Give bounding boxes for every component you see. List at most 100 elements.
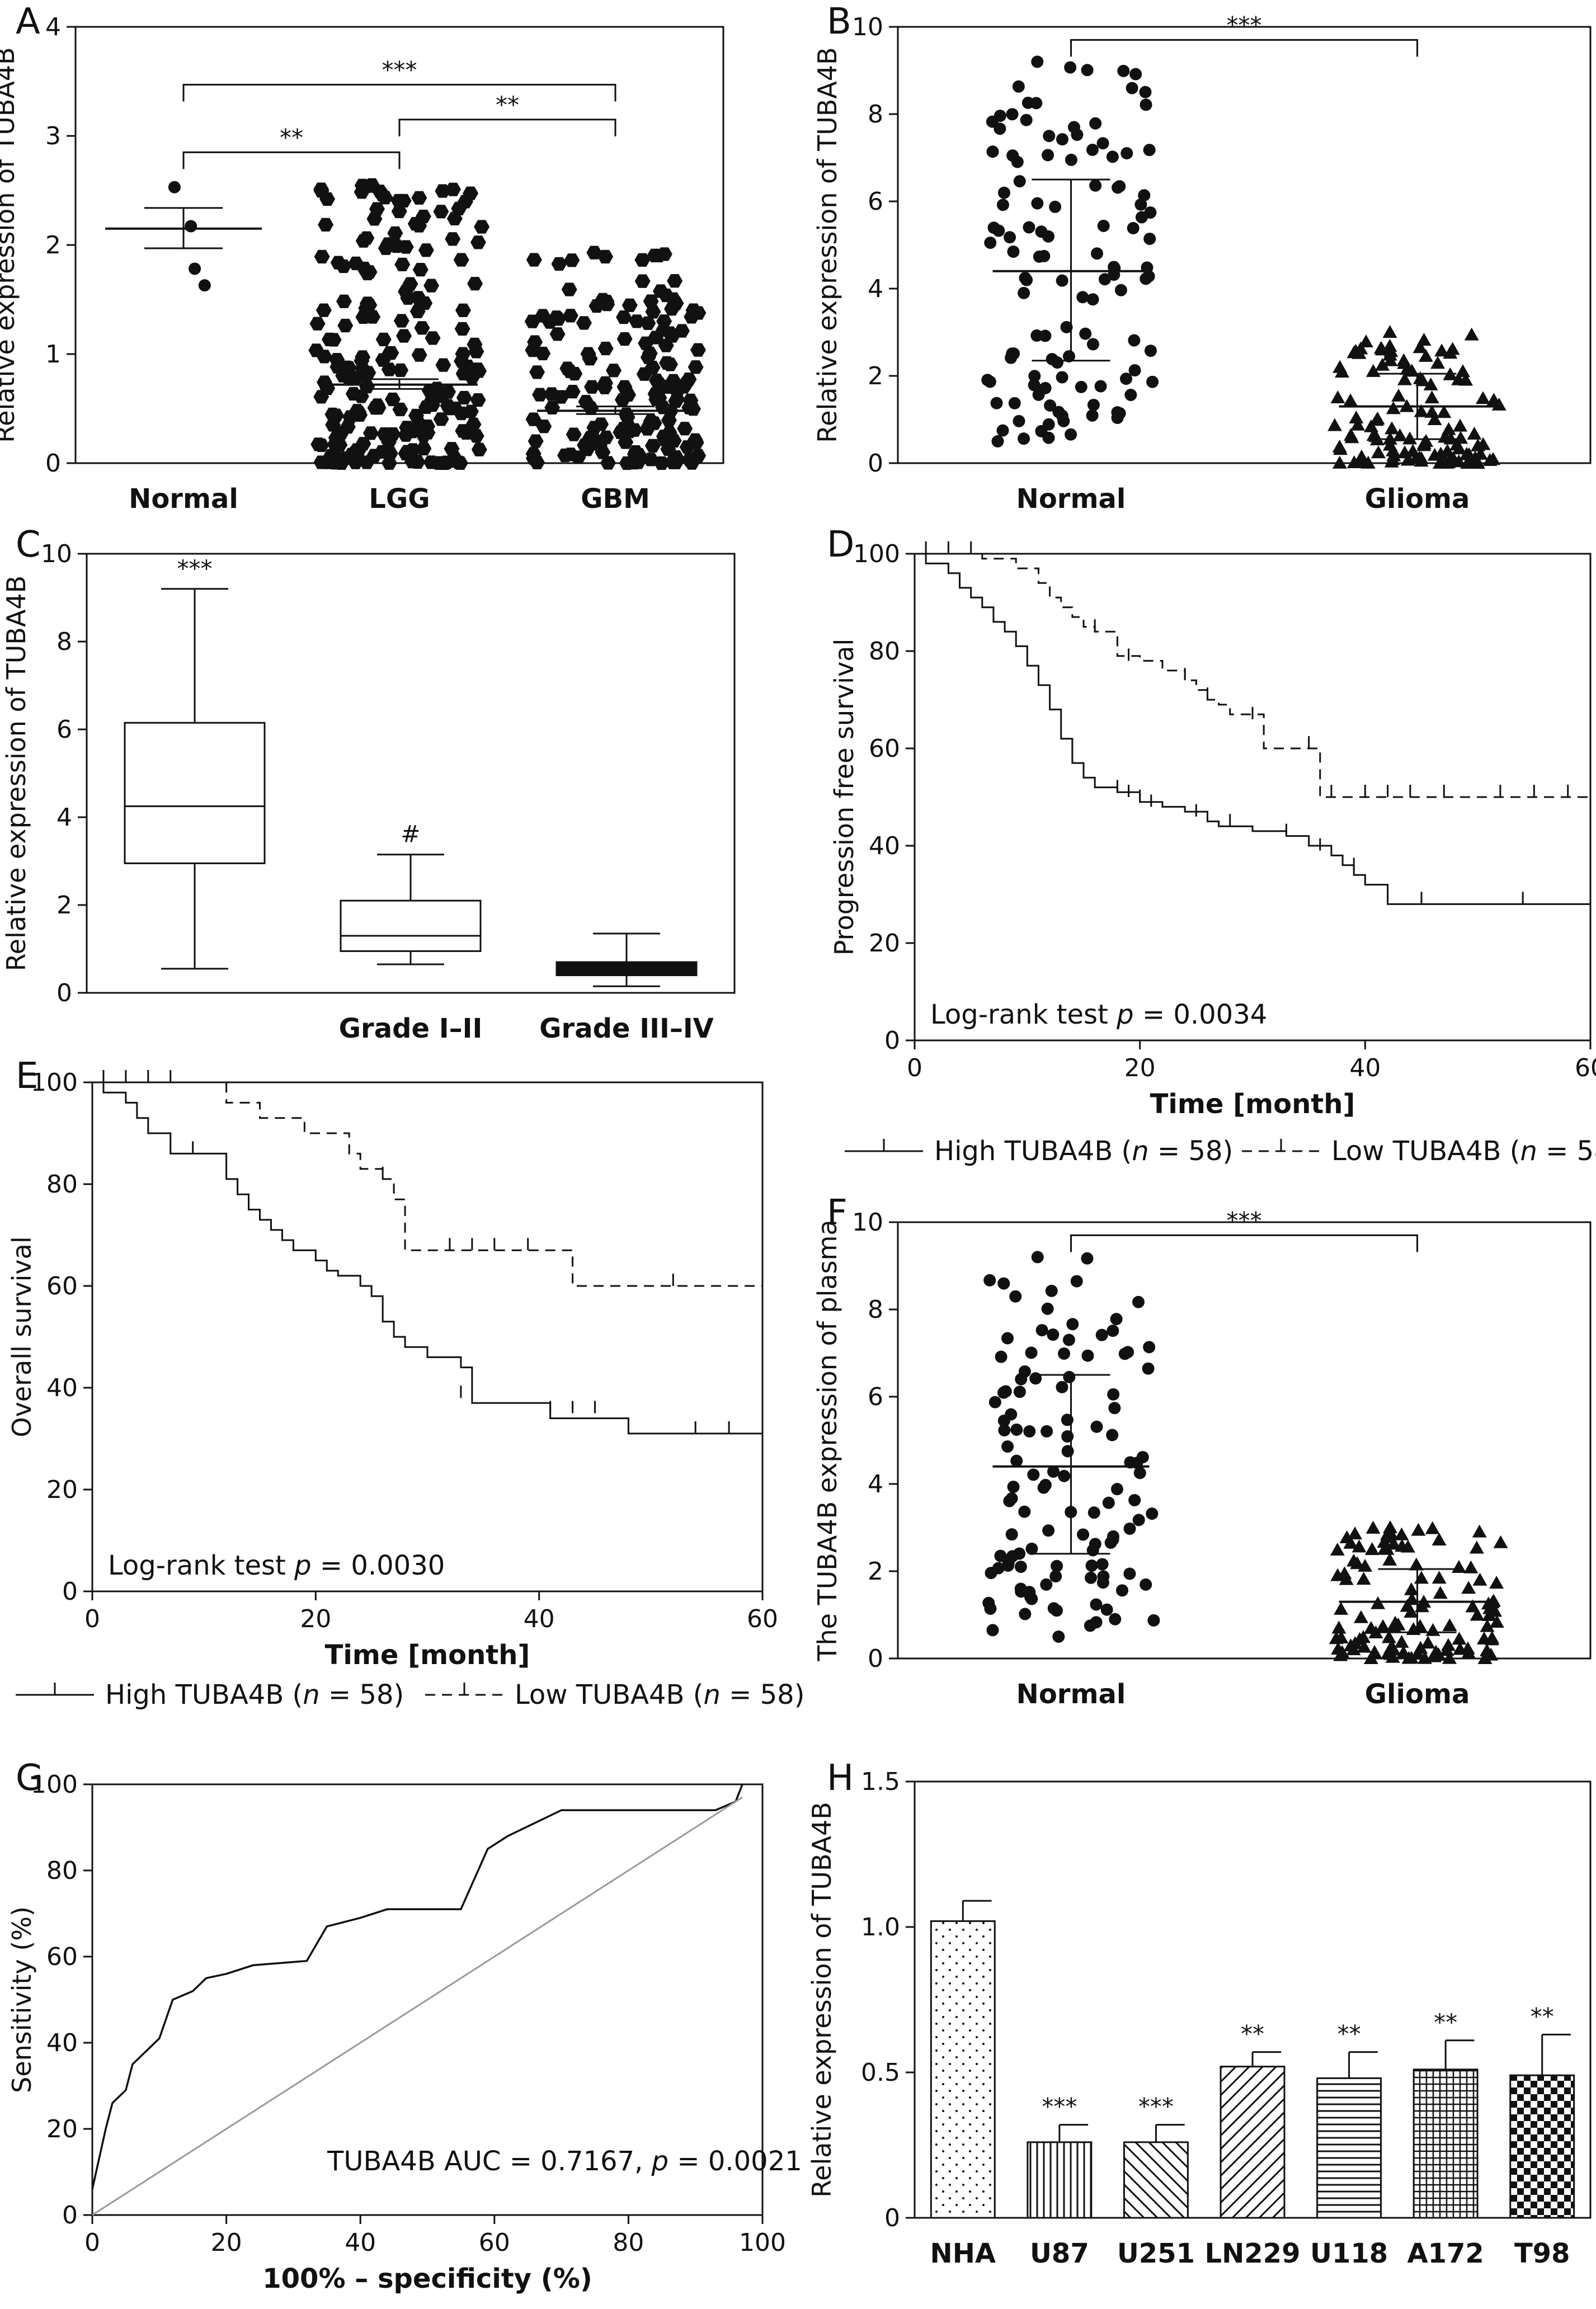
panel-F-point: [1019, 1608, 1032, 1620]
panel-A-point: [393, 363, 409, 377]
panel-A-point: [647, 248, 663, 262]
panel-B-point: [1355, 455, 1370, 468]
panel-F-point: [1132, 1295, 1145, 1308]
panel-C-sig-label-0: ***: [177, 555, 213, 582]
panel-A-point: [549, 327, 566, 341]
panel-B-point: [1424, 390, 1439, 404]
panel-A-point: [622, 424, 638, 439]
panel-F-point: [1058, 1469, 1071, 1482]
panel-E-legend-label-0: High TUBA4B (n = 58): [105, 1679, 404, 1710]
panel-F-point: [1090, 1420, 1103, 1433]
panel-F-point: [1352, 1539, 1367, 1553]
panel-A-point: [614, 393, 630, 407]
panel-D-xtick-label-0: 0: [907, 1054, 922, 1082]
panel-A-point: [314, 249, 330, 264]
panel-A-ytick-label-3: 3: [45, 122, 61, 150]
panel-A-ytick-label-4: 4: [45, 13, 61, 41]
panel-D-legend-label-1: Low TUBA4B (n = 58): [1331, 1135, 1596, 1167]
panel-B-point: [1486, 393, 1501, 406]
panel-B-point: [984, 236, 997, 249]
panel-B-point: [1468, 450, 1483, 464]
panel-A-point: [658, 338, 674, 352]
panel-A-point: [645, 305, 661, 319]
panel-H-y-axis-title: Relative expression of TUBA4B: [807, 1802, 837, 2197]
panel-A-point: [665, 455, 681, 469]
panel-C-sig-label-1: #: [401, 821, 420, 848]
panel-B-point: [1065, 428, 1077, 441]
panel-B-point: [1076, 291, 1089, 304]
panel-A-point: [616, 380, 633, 394]
panel-F-point: [1366, 1520, 1381, 1534]
panel-B-point: [1416, 333, 1432, 346]
panel-E-xtick-label-2: 40: [524, 1605, 555, 1633]
panel-B-point: [1005, 351, 1018, 364]
panel-B-point: [1081, 64, 1094, 77]
panel-B-point: [1121, 147, 1133, 159]
panel-G-ytick-label-3: 60: [46, 1943, 78, 1971]
panel-G-xtick-label-5: 100: [739, 2228, 786, 2257]
panel-B-point: [1441, 455, 1456, 468]
panel-A-point: [378, 241, 394, 255]
panel-A-point: [456, 390, 472, 405]
panel-F-point: [1005, 1408, 1018, 1421]
panel-C-ytick-label-5: 10: [41, 540, 72, 568]
panel-A-point: [557, 448, 573, 463]
panel-A-point: [582, 352, 598, 366]
panel-A-point: [329, 353, 345, 367]
panel-F-point: [1400, 1539, 1415, 1553]
panel-A-point: [444, 442, 460, 456]
panel-F-point: [1133, 1467, 1146, 1479]
panel-A-point: [551, 257, 567, 271]
panel-A-point: [198, 279, 211, 292]
panel-B-point: [1128, 364, 1141, 377]
panel-B-points-1: [1327, 325, 1506, 469]
panel-B-point: [1086, 338, 1099, 351]
panel-F-point: [1061, 1445, 1074, 1458]
panel-B-point: [1382, 431, 1397, 445]
panel-B-point: [1333, 360, 1348, 373]
panel-F-point: [1143, 1341, 1156, 1354]
panel-H-sig-label-2: ***: [1138, 2093, 1174, 2120]
panel-A-point: [421, 384, 437, 398]
panel-B-point: [1347, 345, 1362, 359]
panel-E-legend-label-1: Low TUBA4B (n = 58): [515, 1679, 804, 1710]
panel-F-point: [1123, 1522, 1136, 1535]
legend-prefix: High TUBA4B (: [934, 1135, 1132, 1167]
panel-F-point: [1128, 1493, 1141, 1506]
panel-D-ytick-label-2: 40: [869, 832, 900, 860]
panel-F-point: [1346, 1553, 1361, 1567]
panel-A-points-1: [308, 178, 490, 470]
panel-A-point: [470, 235, 486, 249]
panel-A-point: [629, 314, 645, 328]
panel-A-points-0: [168, 181, 211, 292]
panel-A-point: [447, 402, 463, 416]
panel-A-point: [634, 253, 651, 267]
panel-B-point: [1008, 397, 1021, 409]
panel-B-point: [1075, 380, 1087, 393]
panel-F-point: [1025, 1346, 1038, 1359]
panel-A-bracket-2: [182, 83, 616, 102]
panel-B-point: [1460, 455, 1475, 469]
panel-G-ytick-label-5: 100: [31, 1770, 78, 1799]
panel-F-ytick-label-0: 0: [868, 1644, 883, 1673]
panel-B-point: [1049, 200, 1062, 213]
panel-B-point: [1096, 137, 1109, 150]
panel-A-point: [396, 194, 412, 208]
panel-B-point: [1449, 437, 1465, 451]
panel-A-point: [316, 303, 332, 317]
panel-F-point: [1394, 1634, 1409, 1648]
panel-B-point: [1418, 348, 1433, 362]
panel-F-point: [1116, 1584, 1129, 1597]
panel-B-point: [1013, 414, 1025, 427]
panel-H-category-label-4: U118: [1310, 2238, 1388, 2269]
panel-B-ytick-label-0: 0: [868, 449, 883, 478]
panel-D-xtick-label-2: 40: [1349, 1054, 1381, 1082]
panel-F-point: [1367, 1644, 1382, 1658]
panel-H-bar-6: [1509, 2074, 1575, 2219]
panel-F-point: [1015, 1373, 1028, 1386]
panel-A-point: [647, 387, 663, 401]
panel-F-point: [983, 1274, 996, 1287]
panel-F-point: [1049, 1570, 1062, 1583]
panel-F-point: [1007, 1481, 1020, 1493]
panel-A-point: [542, 315, 558, 329]
